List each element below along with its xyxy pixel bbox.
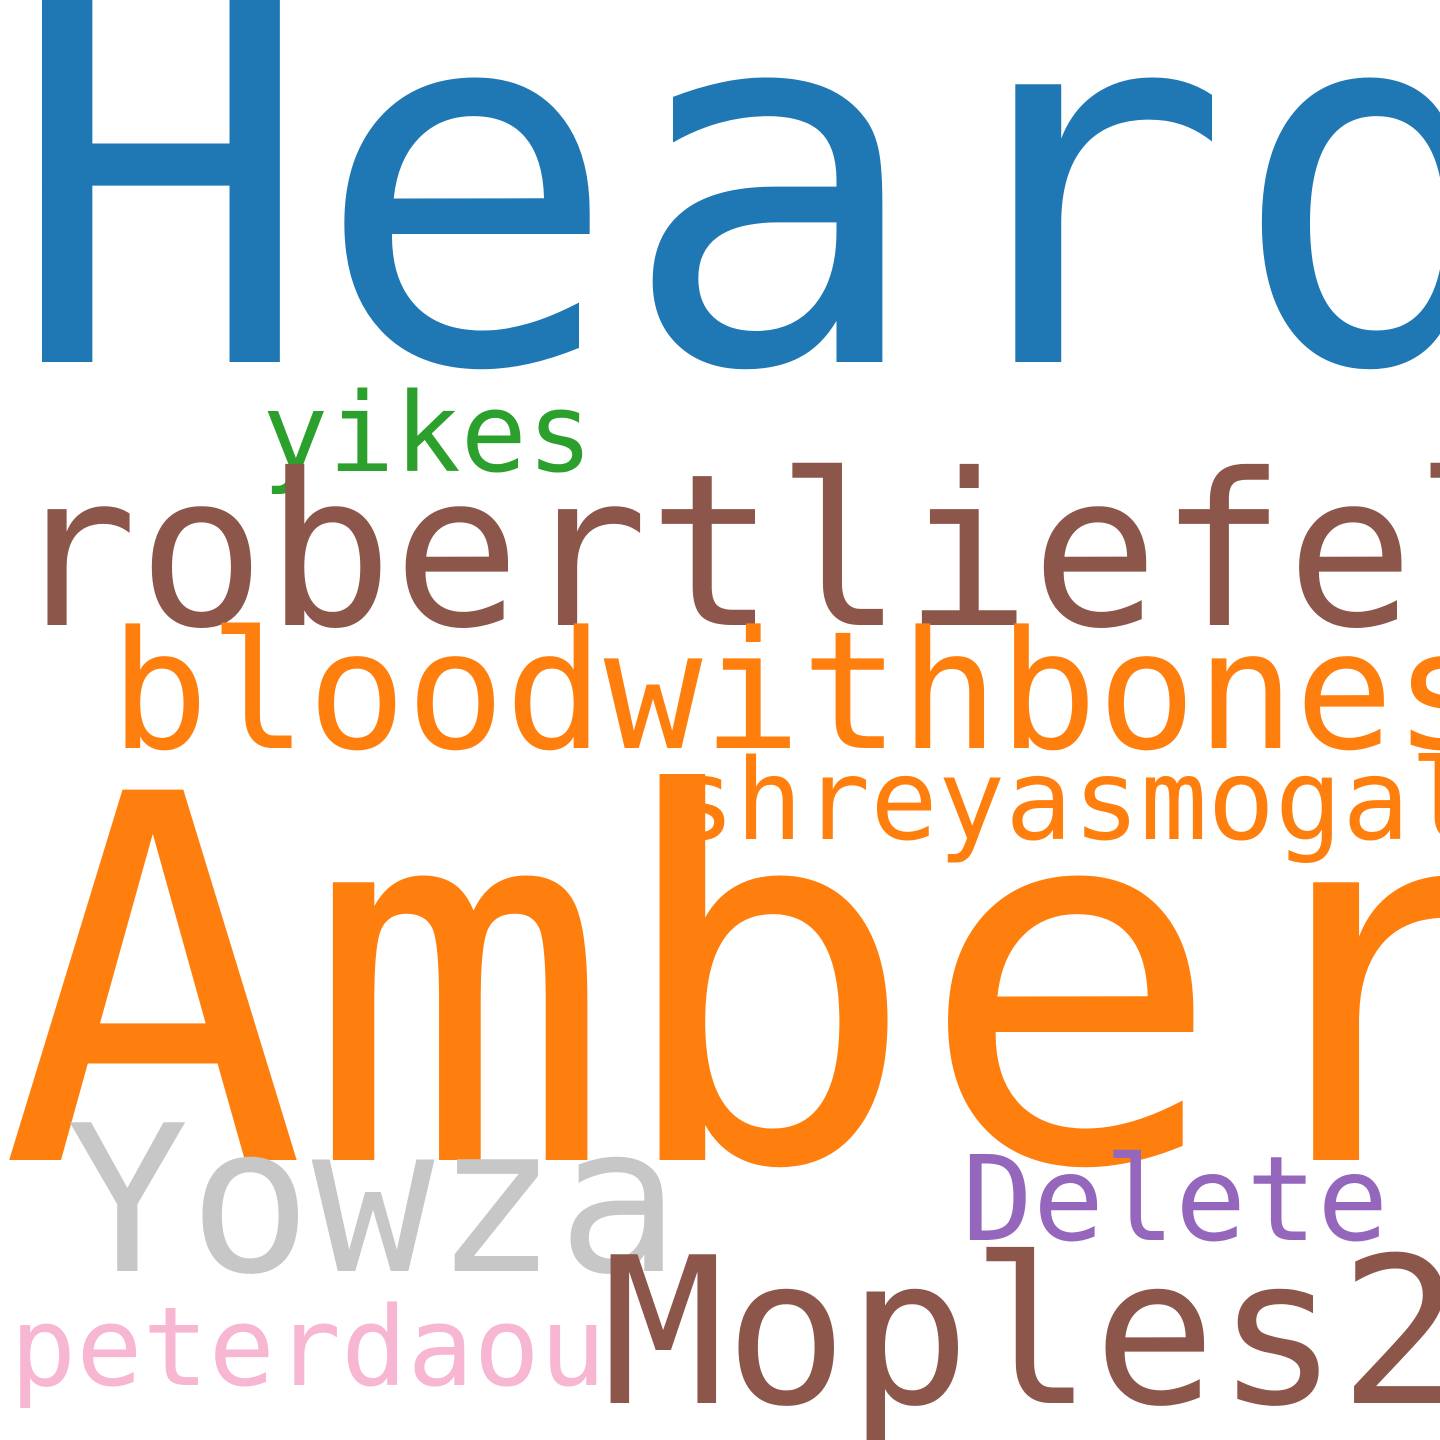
word-yowza: Yowza	[66, 1083, 681, 1320]
word-peterdaou: peterdaou	[10, 1283, 607, 1411]
word-heard: Heard	[8, 0, 1440, 482]
word-delete: Delete	[962, 1130, 1389, 1268]
word-yikes: yikes	[262, 369, 594, 497]
word-moples223: Moples223	[602, 1215, 1440, 1440]
word-robertliefeld: robertliefeld	[10, 428, 1440, 675]
word-amber: Amber	[0, 688, 1440, 1280]
word-shreyasmogal: shreyasmogal	[668, 736, 1440, 866]
word-bloodwithbones: bloodwithbones	[110, 596, 1440, 787]
